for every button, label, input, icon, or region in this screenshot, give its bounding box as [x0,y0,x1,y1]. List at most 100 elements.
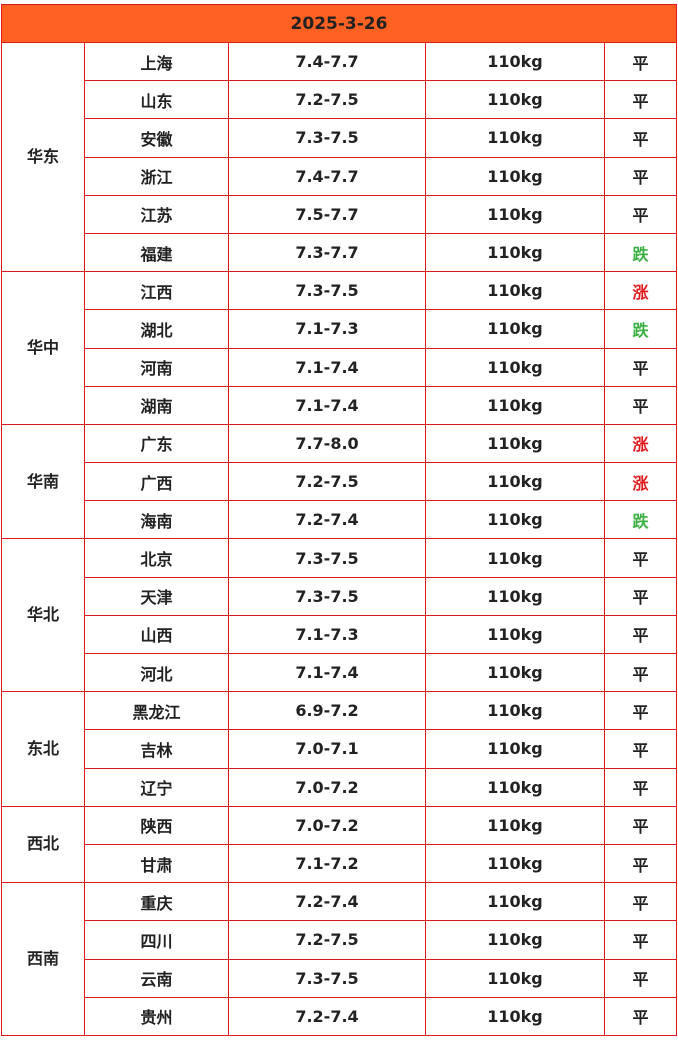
province-cell: 河北 [84,652,229,693]
province-cell: 天津 [84,576,229,616]
table-row: 湖南 7.1-7.4 110kg 平 [2,385,677,425]
price-range-cell: 7.3-7.5 [228,538,426,578]
weight-cell: 110kg [425,194,605,234]
trend-cell: 平 [604,194,677,234]
weight-cell: 110kg [425,614,605,655]
trend-cell: 平 [604,996,677,1036]
trend-cell: 平 [604,652,677,693]
region-cell: 华中 [1,271,85,425]
price-range-cell: 7.1-7.3 [228,614,426,655]
weight-cell: 110kg [425,882,605,922]
province-cell: 甘肃 [84,843,229,884]
trend-cell: 平 [604,805,677,845]
price-range-cell: 7.3-7.5 [228,118,426,158]
price-range-cell: 7.3-7.5 [228,271,426,311]
weight-cell: 110kg [425,805,605,845]
table-row: 华东 上海 7.4-7.7 110kg 平 [1,41,677,273]
province-cell: 湖北 [84,309,229,349]
price-range-cell: 7.1-7.2 [228,843,426,884]
table-row: 贵州 7.2-7.4 110kg 平 [2,996,677,1036]
trend-cell: 平 [604,80,677,120]
price-range-cell: 7.2-7.4 [228,500,426,540]
table-row: 福建 7.3-7.7 110kg 跌 [2,232,677,273]
weight-cell: 110kg [425,156,605,196]
province-cell: 浙江 [84,156,229,196]
province-cell: 吉林 [84,729,229,769]
price-range-cell: 7.2-7.5 [228,462,426,502]
province-cell: 黑龙江 [84,691,229,731]
price-range-cell: 7.5-7.7 [228,194,426,234]
weight-cell: 110kg [425,347,605,387]
table-row: 华北 北京 7.3-7.5 110kg 平 [1,538,677,693]
province-cell: 山西 [84,614,229,655]
price-range-cell: 7.3-7.7 [228,232,426,273]
weight-cell: 110kg [425,423,605,464]
weight-cell: 110kg [425,538,605,578]
trend-cell: 平 [604,958,677,998]
province-cell: 广东 [84,423,229,464]
region-cell: 西北 [1,805,85,884]
trend-cell: 平 [604,118,677,158]
table-row: 安徽 7.3-7.5 110kg 平 [2,118,677,158]
table-row: 天津 7.3-7.5 110kg 平 [2,576,677,616]
weight-cell: 110kg [425,996,605,1036]
province-cell: 重庆 [84,882,229,922]
trend-cell: 平 [604,843,677,884]
price-range-cell: 7.2-7.5 [228,80,426,120]
table-row: 海南 7.2-7.4 110kg 跌 [2,500,677,540]
price-range-cell: 6.9-7.2 [228,691,426,731]
price-range-cell: 7.3-7.5 [228,958,426,998]
price-range-cell: 7.4-7.7 [228,41,426,82]
weight-cell: 110kg [425,309,605,349]
table-row: 浙江 7.4-7.7 110kg 平 [2,156,677,196]
province-cell: 上海 [84,41,229,82]
province-cell: 福建 [84,232,229,273]
trend-cell: 涨 [604,462,677,502]
header-row: 2025-3-26 [1,4,677,43]
weight-cell: 110kg [425,958,605,998]
price-range-cell: 7.7-8.0 [228,423,426,464]
price-range-cell: 7.1-7.3 [228,309,426,349]
trend-cell: 跌 [604,232,677,273]
date-title: 2025-3-26 [1,4,677,43]
trend-cell: 平 [604,882,677,922]
table-row: 四川 7.2-7.5 110kg 平 [2,920,677,960]
trend-cell: 平 [604,538,677,578]
trend-cell: 跌 [604,309,677,349]
table-row: 华南 广东 7.7-8.0 110kg 涨 [1,423,677,540]
weight-cell: 110kg [425,462,605,502]
region-cell: 东北 [1,691,85,807]
weight-cell: 110kg [425,41,605,82]
price-range-cell: 7.2-7.5 [228,920,426,960]
province-cell: 江苏 [84,194,229,234]
price-range-cell: 7.0-7.1 [228,729,426,769]
trend-cell: 平 [604,920,677,960]
price-range-cell: 7.3-7.5 [228,576,426,616]
trend-cell: 平 [604,576,677,616]
weight-cell: 110kg [425,767,605,807]
trend-cell: 涨 [604,271,677,311]
weight-cell: 110kg [425,729,605,769]
weight-cell: 110kg [425,843,605,884]
table-row: 江苏 7.5-7.7 110kg 平 [2,194,677,234]
table-row: 华中 江西 7.3-7.5 110kg 涨 [1,271,677,425]
table-row: 西南 重庆 7.2-7.4 110kg 平 [1,882,677,1036]
province-cell: 广西 [84,462,229,502]
table-row: 甘肃 7.1-7.2 110kg 平 [2,843,677,884]
table-row: 河北 7.1-7.4 110kg 平 [2,652,677,693]
price-range-cell: 7.0-7.2 [228,805,426,845]
weight-cell: 110kg [425,80,605,120]
table-row: 湖北 7.1-7.3 110kg 跌 [2,309,677,349]
province-cell: 海南 [84,500,229,540]
table-row: 东北 黑龙江 6.9-7.2 110kg 平 [1,691,677,807]
province-cell: 江西 [84,271,229,311]
price-range-cell: 7.4-7.7 [228,156,426,196]
table-row: 西北 陕西 7.0-7.2 110kg 平 [1,805,677,884]
table-row: 辽宁 7.0-7.2 110kg 平 [2,767,677,807]
weight-cell: 110kg [425,920,605,960]
table-row: 云南 7.3-7.5 110kg 平 [2,958,677,998]
trend-cell: 平 [604,767,677,807]
trend-cell: 平 [604,614,677,655]
table-row: 广西 7.2-7.5 110kg 涨 [2,462,677,502]
trend-cell: 跌 [604,500,677,540]
